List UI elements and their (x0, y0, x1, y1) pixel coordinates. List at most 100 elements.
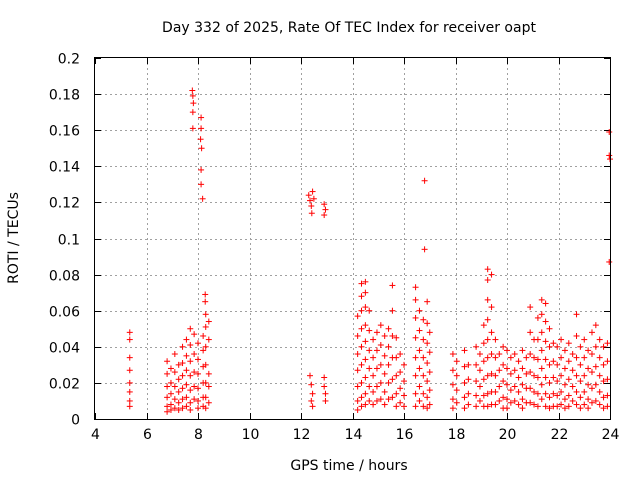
data-point (202, 298, 209, 305)
data-point (183, 381, 190, 388)
data-point (461, 394, 468, 401)
data-point (585, 347, 592, 354)
data-point (565, 340, 572, 347)
data-point (366, 383, 373, 390)
data-point (523, 354, 530, 361)
y-tick-label: 0.1 (58, 233, 80, 249)
data-point (354, 351, 361, 358)
data-point (183, 394, 190, 401)
data-point (519, 347, 526, 354)
data-point (538, 365, 545, 372)
data-point (195, 340, 201, 347)
data-point (596, 354, 603, 361)
data-point (596, 401, 603, 408)
data-point (171, 383, 178, 390)
data-point (385, 361, 392, 368)
data-point (424, 394, 431, 401)
data-point (424, 360, 431, 367)
data-point (381, 370, 388, 377)
data-point (187, 358, 194, 365)
data-point (412, 284, 419, 291)
data-point (187, 372, 194, 379)
data-point (420, 372, 427, 379)
data-point (389, 376, 396, 383)
data-point (504, 396, 510, 403)
data-point (389, 282, 396, 289)
data-point (500, 394, 507, 401)
data-point (205, 383, 212, 390)
data-point (476, 351, 483, 358)
data-point (198, 145, 205, 152)
data-point (561, 365, 568, 372)
data-point (600, 361, 607, 368)
data-point (604, 376, 611, 383)
data-point (538, 296, 545, 303)
data-point (480, 376, 487, 383)
x-tick-label: 20 (499, 427, 517, 443)
data-point (542, 403, 549, 410)
data-point (542, 374, 549, 381)
data-point (534, 403, 541, 410)
data-point (484, 403, 491, 410)
data-point (397, 385, 404, 392)
data-point (358, 361, 365, 368)
data-point (473, 361, 480, 368)
data-point (362, 356, 369, 363)
data-point (542, 338, 549, 345)
data-point (511, 383, 518, 390)
data-point (476, 383, 483, 390)
data-point (600, 394, 607, 401)
data-point (480, 392, 487, 399)
data-point (519, 365, 526, 372)
data-point (488, 271, 495, 278)
data-point (126, 397, 133, 404)
data-point (420, 336, 427, 343)
data-point (588, 385, 595, 392)
data-point (538, 381, 545, 388)
data-point (202, 361, 209, 368)
data-point (550, 340, 557, 347)
chart-title: Day 332 of 2025, Rate Of TEC Index for r… (162, 20, 536, 36)
data-point (164, 370, 171, 377)
data-point (307, 372, 314, 379)
data-point (550, 358, 557, 365)
data-point (393, 334, 400, 341)
data-point (358, 280, 365, 287)
data-point (488, 329, 495, 336)
data-point (546, 325, 553, 332)
data-point (393, 354, 400, 361)
data-point (488, 304, 495, 311)
y-tick-label: 0.16 (49, 124, 80, 140)
data-point (585, 396, 592, 403)
x-tick-label: 24 (602, 427, 620, 443)
data-point (461, 379, 468, 386)
data-point (373, 365, 380, 372)
data-point (484, 372, 491, 379)
data-point (175, 399, 182, 406)
data-point (354, 397, 361, 404)
data-point (167, 401, 174, 408)
data-point (484, 277, 491, 284)
data-point (362, 278, 369, 285)
data-point (504, 347, 510, 354)
data-point (546, 394, 553, 401)
data-point (175, 361, 182, 368)
y-axis-label: ROTI / TECUs (6, 192, 22, 284)
data-point (573, 401, 580, 408)
data-point (179, 372, 186, 379)
data-point (191, 396, 198, 403)
data-point (179, 343, 186, 350)
data-point (362, 390, 369, 397)
data-point (492, 336, 499, 343)
data-point (401, 361, 407, 368)
data-point (171, 396, 178, 403)
data-point (200, 332, 207, 339)
data-point (492, 354, 499, 361)
data-point (507, 399, 514, 406)
data-point (187, 399, 194, 406)
data-point (561, 405, 568, 412)
data-point (126, 379, 133, 386)
data-point (561, 396, 568, 403)
data-point (309, 390, 316, 397)
